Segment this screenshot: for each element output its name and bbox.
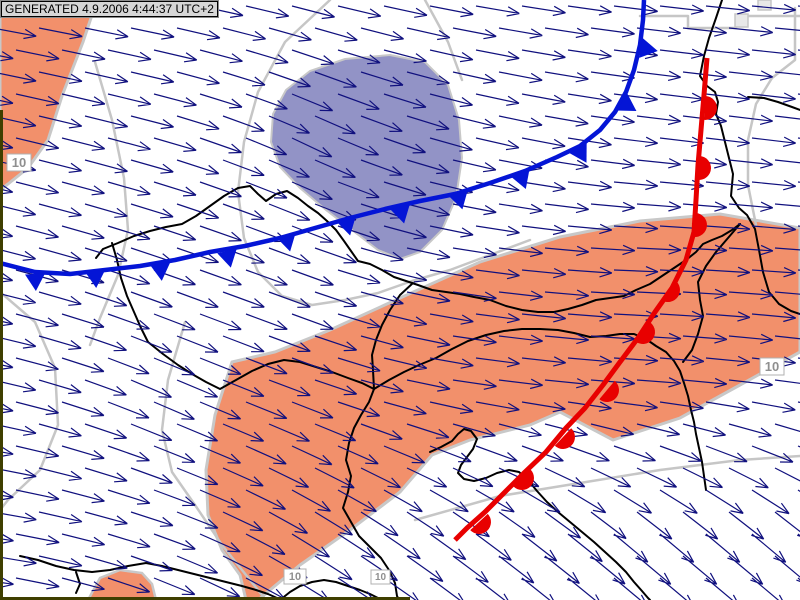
country-border (371, 282, 414, 390)
wind-arrow-field (0, 3, 800, 600)
warm-front-scallop (698, 156, 711, 180)
contour-tick-box (734, 13, 749, 28)
speed-label-text: 10 (375, 572, 387, 583)
cold-front-triangle (569, 143, 587, 163)
country-border (747, 96, 800, 111)
country-border (95, 185, 741, 313)
map-edge-strip (0, 110, 3, 600)
cold-front-triangle (390, 204, 410, 224)
cold-front-triangle (336, 216, 356, 236)
cold-front-triangle (276, 232, 296, 252)
isotach-contour (0, 290, 60, 512)
country-border (279, 579, 383, 600)
country-border (373, 328, 707, 491)
contour-tick-box (757, 0, 772, 11)
map-edge-layer (0, 110, 410, 600)
generated-timestamp-label: GENERATED 4.9.2006 4:44:37 UTC+2 (0, 0, 219, 18)
isotach-contour (638, 14, 800, 30)
cold-front-triangle (25, 273, 45, 291)
speed-label-box (6, 153, 32, 172)
cold-airmass-pool (269, 53, 464, 261)
warm-front-scallop (693, 213, 707, 237)
warm-front-scallop (554, 428, 575, 449)
speed-labels-layer: 10 10 10 10 (6, 153, 785, 585)
warm-front-scallop (513, 469, 534, 490)
wind-arrows-layer (0, 3, 800, 600)
speed-label-text: 10 (289, 571, 301, 583)
isotach-contour (88, 60, 130, 347)
cold-front-triangle (639, 38, 658, 58)
cold-front-triangle (616, 93, 637, 112)
country-border (682, 223, 741, 363)
country-border (699, 0, 800, 315)
warm-front-scallop (704, 96, 717, 120)
isotach-contour (423, 0, 464, 82)
isotach-contour (746, 6, 797, 227)
cold-front-triangle (448, 190, 468, 210)
warm-front-scallop (635, 322, 655, 344)
warm-front-scallop (470, 513, 491, 534)
map-edge-strip (0, 597, 410, 600)
isotach-contour (236, 0, 532, 307)
speed-label-box (283, 568, 307, 585)
speed-label-text: 10 (765, 359, 779, 374)
warm-front-scallop (661, 280, 681, 303)
cold-front-triangle (85, 270, 105, 288)
cold-front-line (0, 0, 647, 277)
speed-label-box (759, 357, 785, 376)
warm-front-scallop (599, 380, 619, 402)
speed-label-box (370, 569, 391, 585)
speed-label-text: 10 (12, 155, 26, 170)
cold-front-triangle (510, 169, 530, 189)
cold-front-triangle (150, 262, 170, 281)
country-border (75, 571, 81, 594)
country-border (429, 428, 651, 600)
warm-front-line (453, 57, 710, 542)
isotach-contour (160, 320, 268, 600)
cold-front-triangle (217, 248, 237, 268)
fronts-layer (0, 0, 717, 542)
isotach-contour (413, 454, 800, 522)
